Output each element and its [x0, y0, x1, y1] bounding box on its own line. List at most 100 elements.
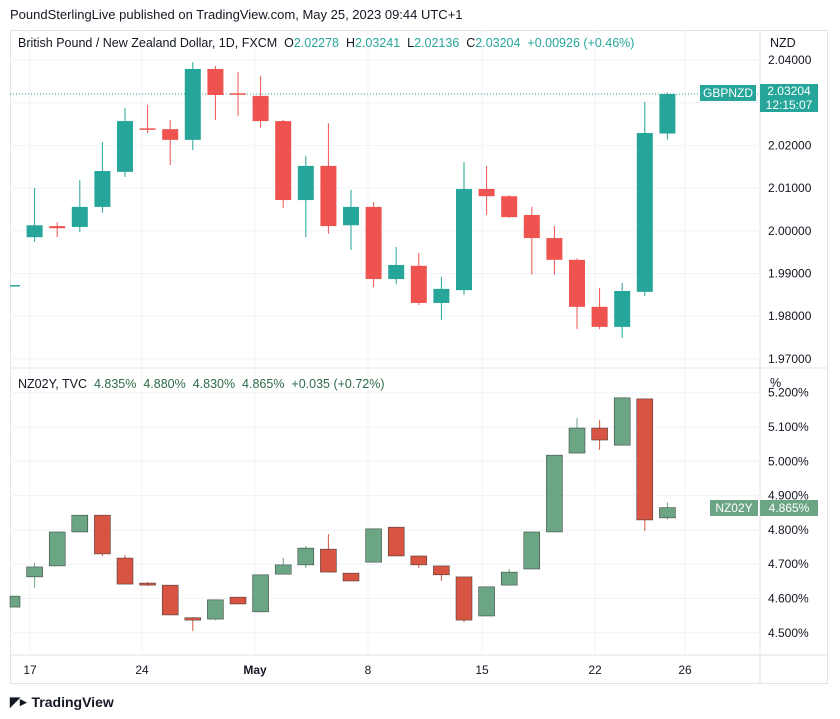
symbol-tag-2: NZ02Y — [710, 500, 758, 516]
gbpnzd-candle — [207, 68, 224, 96]
y-tick-label: 1.98000 — [768, 309, 812, 323]
y-tick-label: 1.97000 — [768, 352, 812, 366]
nz02y-candle — [342, 572, 360, 582]
nz02y-candle — [636, 398, 654, 521]
change-value: +0.00926 (+0.46%) — [527, 36, 635, 50]
nz02y-candle — [433, 565, 450, 576]
symbol-title: British Pound / New Zealand Dollar, 1D, … — [18, 36, 278, 50]
gbpnzd-candle — [184, 68, 201, 140]
y-tick-label: 4.700% — [768, 557, 809, 571]
last-price-tag: 2.03204 12:15:07 — [760, 84, 818, 112]
gbpnzd-candle — [478, 188, 495, 197]
high-value: 4.880% — [143, 377, 186, 391]
tradingview-icon: ◤▸ — [10, 694, 27, 709]
open-value: 4.835% — [93, 377, 137, 391]
currency-label: NZD — [770, 36, 796, 50]
gbpnzd-candle — [230, 93, 246, 95]
nz02y-candle — [48, 531, 66, 567]
gbpnzd-candle — [94, 171, 111, 207]
nz02y-candle — [613, 397, 631, 446]
nz02y-candle — [9, 595, 21, 608]
gbpnzd-candle — [71, 206, 88, 227]
gbpnzd-candle — [614, 291, 631, 327]
chart-frame — [10, 30, 828, 684]
gbpnzd-candle — [49, 226, 66, 229]
change-value: +0.035 (+0.72%) — [291, 377, 385, 391]
last-value-tag: 4.865% — [760, 500, 818, 516]
x-tick-label: 22 — [588, 663, 602, 677]
nz02y-candle — [116, 557, 134, 585]
gbpnzd-candle — [117, 121, 133, 172]
y-tick-label: 2.00000 — [768, 224, 812, 238]
gbpnzd-candle — [569, 259, 585, 307]
nz02y-candle — [26, 566, 43, 578]
nz02y-candle — [274, 564, 292, 575]
gbpnzd-candle — [365, 206, 382, 280]
gbpnzd-candle — [26, 225, 43, 238]
gbpnzd-candle — [433, 288, 450, 303]
y-tick-label: 5.000% — [768, 454, 809, 468]
y-tick-label: 5.100% — [768, 420, 809, 434]
gbpnzd-candle — [10, 285, 20, 287]
gbpnzd-candle — [388, 264, 405, 280]
y-tick-label: 4.600% — [768, 592, 809, 606]
gbpnzd-candle — [162, 129, 179, 140]
low-value: 2.02136 — [414, 36, 460, 50]
close-value: 2.03204 — [475, 36, 521, 50]
high-value: 2.03241 — [355, 36, 401, 50]
nz02y-candle — [207, 599, 224, 620]
x-tick-label: 17 — [23, 663, 37, 677]
nz02y-candle — [455, 576, 473, 621]
gbpnzd-candle — [139, 128, 156, 130]
low-label: L — [407, 36, 415, 50]
y-tick-label: 4.500% — [768, 626, 809, 640]
gbpnzd-candle — [636, 133, 653, 292]
gbpnzd-candle — [297, 165, 314, 201]
unit-label: % — [770, 376, 782, 390]
nz02y-candle — [184, 617, 202, 621]
gbpnzd-candle — [275, 121, 292, 201]
nz02y-candle — [523, 531, 541, 570]
nz02y-candle — [139, 582, 156, 586]
logo-text: TradingView — [31, 694, 114, 710]
y-tick-label: 2.01000 — [768, 181, 812, 195]
nz02y-candle — [161, 584, 179, 616]
nz02y-candle — [546, 454, 563, 533]
y-tick-label: 5.200% — [768, 386, 809, 400]
top-legend: British Pound / New Zealand Dollar, 1D, … — [18, 36, 634, 50]
nz02y-candle — [94, 514, 111, 555]
nz02y-candle — [659, 507, 676, 519]
nz02y-candle — [410, 555, 428, 566]
gbpnzd-candle — [659, 93, 676, 134]
y-tick-label: 4.800% — [768, 523, 809, 537]
symbol-title: NZ02Y, TVC — [18, 377, 88, 391]
y-tick-label: 2.02000 — [768, 138, 812, 152]
x-tick-label: 15 — [475, 663, 489, 677]
gbpnzd-candle — [320, 165, 337, 227]
y-tick-label: 2.04000 — [768, 53, 812, 67]
nz02y-candle — [478, 586, 495, 617]
nz02y-candle — [71, 514, 89, 533]
gbpnzd-candle — [546, 238, 563, 260]
bottom-legend: NZ02Y, TVC 4.835% 4.880% 4.830% 4.865% +… — [18, 377, 385, 391]
open-label: O — [284, 36, 294, 50]
last-price: 2.03204 — [767, 84, 811, 98]
open-value: 2.02278 — [293, 36, 340, 50]
x-tick-label: May — [243, 663, 267, 677]
symbol-tag: GBPNZD — [700, 85, 756, 101]
gbpnzd-candle — [252, 95, 269, 122]
x-tick-label: 24 — [135, 663, 149, 677]
nz02y-candle — [229, 596, 247, 605]
countdown: 12:15:07 — [765, 98, 813, 112]
close-label: C — [466, 36, 476, 50]
gbpnzd-candle — [523, 215, 540, 239]
gbpnzd-candle — [501, 196, 518, 218]
tradingview-logo[interactable]: ◤▸ TradingView — [10, 694, 114, 710]
nz02y-candle — [320, 548, 337, 573]
gbpnzd-candle — [410, 265, 427, 303]
gbpnzd-candle — [591, 306, 608, 327]
x-tick-label: 26 — [678, 663, 692, 677]
x-tick-label: 8 — [365, 663, 372, 677]
nz02y-candle — [365, 528, 382, 563]
